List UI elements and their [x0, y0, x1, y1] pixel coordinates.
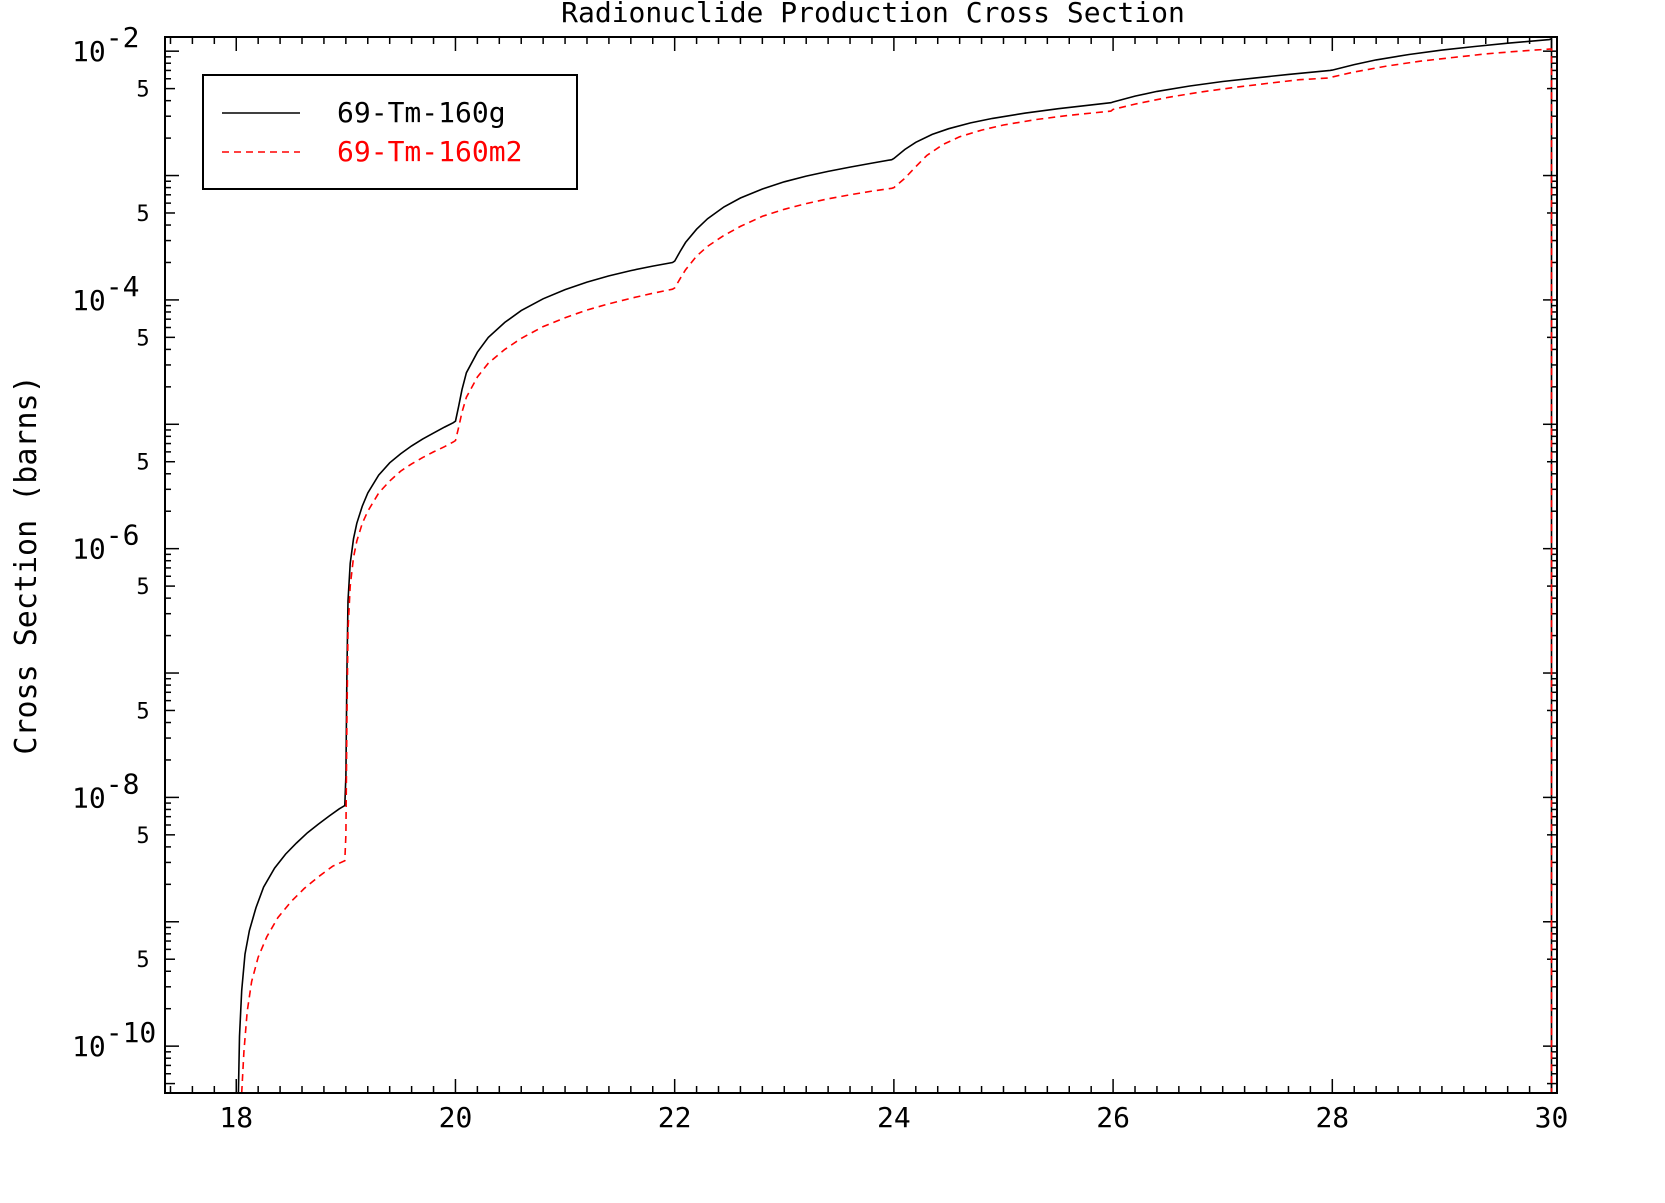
x-tick-label: 30	[1535, 1101, 1569, 1134]
x-tick-label: 18	[219, 1101, 253, 1134]
x-tick-label: 24	[877, 1101, 911, 1134]
legend-box	[202, 74, 578, 190]
plot-frame	[164, 36, 1558, 1094]
legend-label-series-2: 69-Tm-160m2	[337, 135, 522, 168]
y-minor-tick-label: 5	[136, 78, 149, 103]
y-minor-tick-label: 5	[136, 948, 149, 973]
legend: 69-Tm-160g 69-Tm-160m2	[202, 74, 578, 190]
legend-label-series-1: 69-Tm-160g	[337, 96, 506, 129]
y-minor-tick-label: 5	[136, 575, 149, 600]
y-tick-label: 10-4	[72, 270, 139, 317]
y-minor-tick-label: 5	[136, 824, 149, 849]
y-tick-label: 10-6	[72, 519, 139, 566]
y-tick-label: 10-2	[72, 21, 139, 68]
plot-series	[237, 38, 1553, 1094]
y-minor-tick-label: 5	[136, 202, 149, 227]
y-minor-tick-label: 5	[136, 326, 149, 351]
chart-title: Radionuclide Production Cross Section	[561, 0, 1185, 29]
y-axis-label: Cross Section (barns)	[9, 375, 44, 754]
series-line-2	[240, 48, 1553, 1094]
y-tick-label: 10-10	[72, 1016, 156, 1063]
x-tick-label: 22	[658, 1101, 692, 1134]
y-minor-tick-label: 5	[136, 451, 149, 476]
y-minor-tick-label: 5	[136, 699, 149, 724]
x-tick-label: 28	[1315, 1101, 1349, 1134]
x-tick-label: 26	[1096, 1101, 1130, 1134]
x-axis-ticks: 18 20 22 24 26 28 30	[169, 37, 1569, 1134]
x-tick-label: 20	[439, 1101, 473, 1134]
y-tick-label: 10-8	[72, 767, 139, 814]
